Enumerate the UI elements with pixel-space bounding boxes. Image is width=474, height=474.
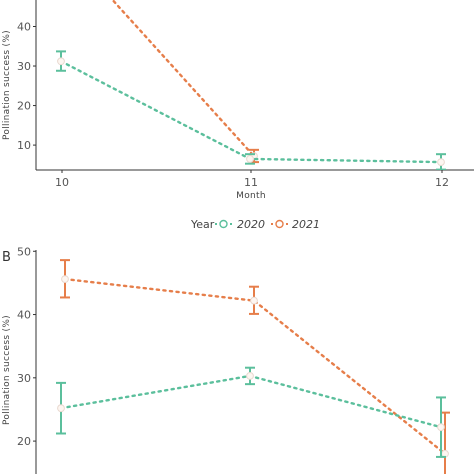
y-tick-label: 20 xyxy=(17,435,31,448)
y-tick-label: 30 xyxy=(17,60,31,73)
panel-a: Pollination success (%) Month 10 20 30 40 10… xyxy=(2,0,474,201)
legend-label-2021: 2021 xyxy=(292,218,320,231)
legend-key-2020: 2020 xyxy=(215,218,265,231)
legend-label-2020: 2020 xyxy=(237,218,265,231)
y-tick-label: 40 xyxy=(17,20,31,33)
data-point-2021 xyxy=(61,275,69,284)
data-point-2020 xyxy=(437,423,445,432)
x-tick-label: 11 xyxy=(244,176,258,189)
data-point-2020 xyxy=(437,158,445,166)
panel-a-ylabel: Pollination success (%) xyxy=(2,30,12,140)
x-tick-label: 12 xyxy=(435,176,449,189)
panel-a-xlabel: Month xyxy=(236,191,266,201)
x-tick-label: 10 xyxy=(55,176,69,189)
data-point-2020 xyxy=(57,57,65,66)
legend: Year 2020 2021 xyxy=(190,218,320,231)
y-tick-label: 20 xyxy=(17,100,31,113)
y-tick-label: 50 xyxy=(17,245,31,258)
data-point-2020 xyxy=(246,155,254,163)
legend-key-2021: 2021 xyxy=(271,218,320,231)
plot-area xyxy=(56,0,446,170)
series-line-2021 xyxy=(110,0,256,158)
y-tick-label: 30 xyxy=(17,372,31,385)
legend-title: Year xyxy=(190,218,215,231)
panel-b: B Pollination success (%) 20 30 40 50 xyxy=(2,245,450,474)
y-tick-label: 10 xyxy=(17,139,31,152)
data-point-2020 xyxy=(246,372,254,380)
data-point-2020 xyxy=(57,404,65,413)
plot-area xyxy=(56,259,450,474)
panel-b-ylabel: Pollination success (%) xyxy=(2,315,12,425)
y-tick-label: 40 xyxy=(17,309,31,322)
series-line-2020 xyxy=(59,60,443,164)
panel-b-label: B xyxy=(2,250,11,265)
data-point-2021 xyxy=(250,296,258,305)
